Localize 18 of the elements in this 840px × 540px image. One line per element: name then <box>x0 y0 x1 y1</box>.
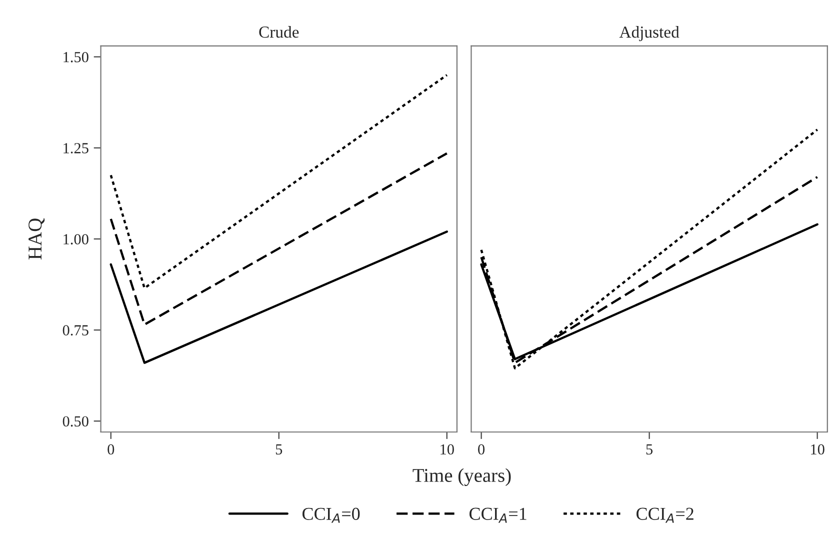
y-tick-label: 0.75 <box>62 325 88 336</box>
x-tick-label: 5 <box>276 444 282 455</box>
x-axis-title: Time (years) <box>412 468 511 486</box>
chart-title: Crude <box>259 26 299 38</box>
x-tick-label: 10 <box>811 444 824 455</box>
y-tick-label: 0.50 <box>62 416 88 427</box>
x-tick-label: 0 <box>108 444 114 455</box>
legend-label: CCI$_{A}$=0 <box>302 508 360 523</box>
y-tick-label: 1.25 <box>64 143 88 154</box>
x-tick-label: 10 <box>440 444 454 455</box>
x-tick-label: 0 <box>478 444 485 455</box>
legend-label: CCI$_{A}$=1 <box>470 508 526 523</box>
chart-title: Adjusted <box>619 26 680 42</box>
x-tick-label: 5 <box>646 444 653 455</box>
legend-label: CCI$_{A}$=2 <box>636 508 694 523</box>
y-tick-label: 1.50 <box>64 52 88 62</box>
y-tick-label: 1.00 <box>64 234 88 244</box>
y-axis-title: HAQ <box>28 218 45 260</box>
